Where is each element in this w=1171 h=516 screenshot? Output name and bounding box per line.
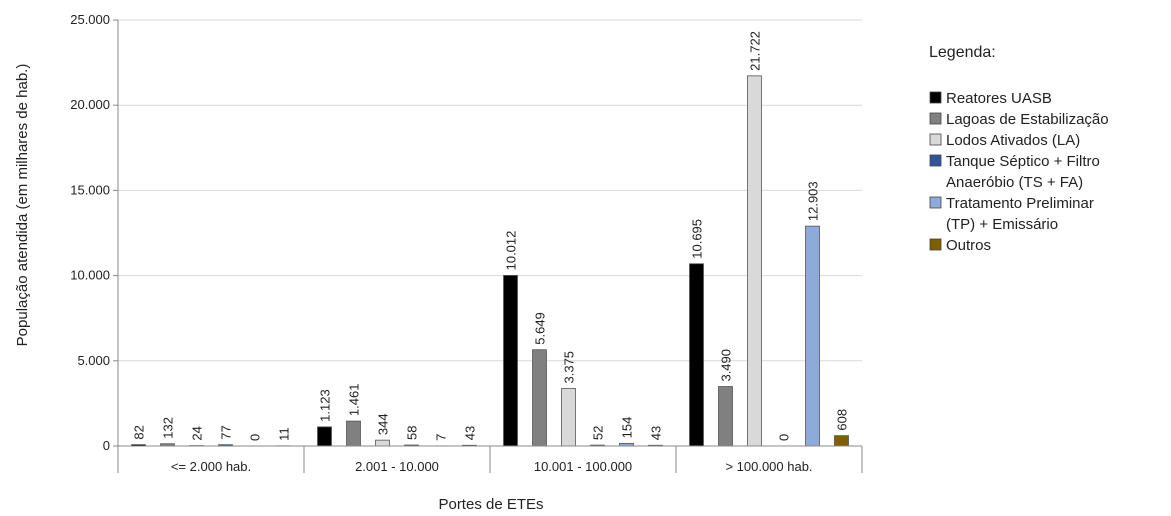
x-axis-categories: <= 2.000 hab. 2.001 - 10.000 10.001 - 100.… bbox=[117, 446, 863, 474]
data-label: 132 bbox=[161, 417, 176, 439]
x-category-label: <= 2.000 hab. bbox=[171, 459, 251, 474]
y-axis-ticks: 0 5.000 10.000 15.000 20.000 25.000 bbox=[70, 12, 118, 453]
legend-label: Anaeróbio (TS + FA) bbox=[946, 174, 1083, 191]
y-tick-label: 15.000 bbox=[70, 182, 110, 197]
x-axis-title: Portes de ETEs bbox=[438, 496, 543, 513]
data-label: 21.722 bbox=[748, 31, 763, 71]
legend-swatch bbox=[929, 238, 942, 251]
legend: Legenda: Reatores UASB Lagoas de Estabili… bbox=[929, 44, 1109, 254]
x-category-label: 10.001 - 100.000 bbox=[534, 459, 632, 474]
bar bbox=[805, 225, 820, 447]
legend-label: Lagoas de Estabilização bbox=[946, 111, 1109, 128]
data-label: 10.695 bbox=[690, 219, 705, 259]
data-label: 0 bbox=[248, 434, 263, 441]
data-label: 82 bbox=[132, 425, 147, 439]
bar bbox=[375, 439, 390, 447]
data-label: 11 bbox=[277, 427, 292, 441]
y-tick-label: 5.000 bbox=[77, 353, 110, 368]
data-label: 5.649 bbox=[533, 312, 548, 345]
data-label: 1.461 bbox=[347, 384, 362, 417]
bar bbox=[718, 386, 733, 447]
grid-lines bbox=[118, 19, 862, 362]
legend-label: Outros bbox=[946, 237, 991, 254]
data-label: 12.903 bbox=[806, 181, 821, 221]
data-label: 52 bbox=[591, 426, 606, 440]
x-category-label: 2.001 - 10.000 bbox=[355, 459, 439, 474]
bar bbox=[834, 435, 849, 447]
data-label: 3.490 bbox=[719, 349, 734, 382]
data-labels: 82 1.123 10.012 10.695 132 1.461 5.649 3.490 24 3… bbox=[132, 31, 850, 441]
data-label: 77 bbox=[219, 425, 234, 439]
data-label: 344 bbox=[376, 413, 391, 435]
bar bbox=[346, 420, 361, 447]
data-label: 0 bbox=[777, 434, 792, 441]
bar bbox=[317, 426, 332, 447]
y-tick-label: 0 bbox=[103, 438, 110, 453]
legend-label: Lodos Ativados (LA) bbox=[946, 132, 1080, 149]
y-tick-label: 25.000 bbox=[70, 12, 110, 27]
legend-swatch bbox=[929, 91, 942, 104]
data-label: 3.375 bbox=[562, 351, 577, 384]
legend-label: Reatores UASB bbox=[946, 90, 1052, 107]
y-tick-label: 10.000 bbox=[70, 268, 110, 283]
data-label: 10.012 bbox=[504, 231, 519, 271]
data-label: 24 bbox=[190, 426, 205, 440]
bar bbox=[747, 75, 762, 447]
bar bbox=[503, 274, 518, 447]
data-label: 608 bbox=[835, 409, 850, 431]
legend-label: (TP) + Emissário bbox=[946, 216, 1058, 233]
legend-swatch bbox=[929, 133, 942, 146]
bar bbox=[561, 388, 576, 447]
legend-title: Legenda: bbox=[929, 44, 996, 61]
data-label: 43 bbox=[649, 426, 664, 440]
data-label: 58 bbox=[405, 426, 420, 440]
x-category-label: > 100.000 hab. bbox=[725, 459, 812, 474]
legend-label: Tratamento Preliminar bbox=[946, 195, 1094, 212]
legend-swatch bbox=[929, 112, 942, 125]
bar bbox=[689, 263, 704, 447]
legend-swatch bbox=[929, 154, 942, 167]
legend-label: Tanque Séptico + Filtro bbox=[946, 153, 1100, 170]
data-label: 1.123 bbox=[318, 389, 333, 422]
data-label: 7 bbox=[434, 434, 449, 441]
bar bbox=[532, 349, 547, 447]
data-label: 154 bbox=[620, 417, 635, 439]
legend-swatch bbox=[929, 196, 942, 209]
y-tick-label: 20.000 bbox=[70, 97, 110, 112]
y-axis-title: População atendida (em milhares de hab.) bbox=[14, 64, 31, 347]
bars bbox=[131, 75, 849, 447]
data-label: 43 bbox=[463, 426, 478, 440]
